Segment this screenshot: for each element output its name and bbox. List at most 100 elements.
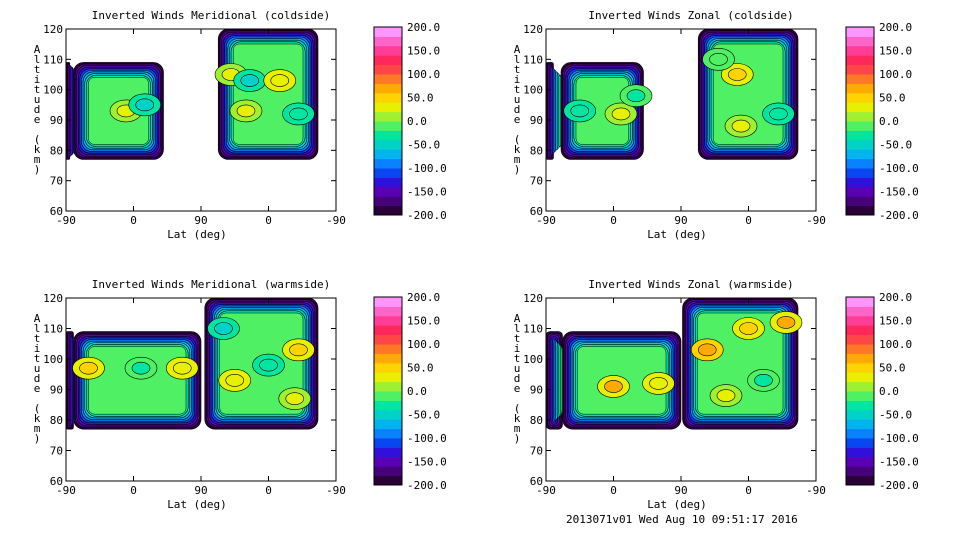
- y-axis-label-char: k: [514, 412, 521, 425]
- panel-title: Inverted Winds Meridional (warmside): [92, 278, 330, 291]
- contour-core: [270, 74, 290, 87]
- contour-core: [697, 343, 717, 357]
- y-axis-label-char: t: [34, 332, 41, 345]
- contour-field: [546, 298, 803, 430]
- colorbar-swatch: [846, 149, 874, 160]
- y-axis-label-char: t: [34, 83, 41, 96]
- x-tick-label: -90: [56, 214, 76, 227]
- contour-core: [225, 374, 245, 387]
- x-tick-label: 0: [610, 484, 617, 497]
- y-axis-label-char: u: [514, 93, 521, 106]
- y-tick-label: 60: [530, 475, 543, 488]
- colorbar-label: -50.0: [407, 139, 440, 152]
- colorbar-swatch: [374, 121, 402, 131]
- colorbar-swatch: [374, 315, 402, 326]
- y-tick-label: 80: [530, 414, 543, 427]
- colorbar-label: -100.0: [407, 162, 447, 175]
- contour-core: [172, 361, 192, 375]
- colorbar-swatch: [846, 27, 874, 37]
- contour-core: [289, 343, 308, 357]
- contour-core: [285, 392, 305, 405]
- y-axis-label-char: i: [514, 342, 521, 355]
- colorbar-swatch: [846, 362, 874, 373]
- colorbar-swatch: [846, 196, 874, 207]
- colorbar-label: -50.0: [407, 409, 440, 422]
- colorbar-swatch: [374, 130, 402, 141]
- colorbar-swatch: [374, 391, 402, 401]
- colorbar-swatch: [846, 205, 874, 216]
- contour-core: [259, 358, 278, 372]
- y-tick-label: 100: [43, 84, 63, 97]
- y-axis-label-char: t: [514, 332, 521, 345]
- y-axis-label-char: ): [514, 432, 521, 445]
- x-tick-label: 0: [265, 484, 272, 497]
- colorbar-swatch: [846, 334, 874, 345]
- contour-core: [776, 316, 796, 329]
- y-tick-label: 60: [50, 475, 63, 488]
- x-axis-label: Lat (deg): [167, 498, 227, 511]
- colorbar-swatch: [846, 121, 874, 131]
- colorbar-label: 100.0: [879, 338, 912, 351]
- y-tick-label: 80: [530, 144, 543, 157]
- colorbar-swatch: [846, 55, 874, 66]
- y-axis-label-char: u: [34, 362, 41, 375]
- x-tick-label: -90: [536, 484, 556, 497]
- colorbar-swatch: [374, 36, 402, 47]
- colorbar-swatch: [374, 475, 402, 486]
- colorbar-label: 200.0: [407, 21, 440, 34]
- colorbar-label: 150.0: [407, 45, 440, 58]
- colorbar-label: 0.0: [879, 385, 899, 398]
- y-axis-label-char: d: [514, 103, 521, 116]
- y-tick-label: 60: [530, 205, 543, 218]
- contour-core: [79, 361, 98, 375]
- x-axis-label: Lat (deg): [167, 228, 227, 241]
- colorbar-swatch: [374, 177, 402, 188]
- y-axis-label-char: ): [34, 163, 41, 176]
- y-axis-label-char: e: [34, 113, 41, 126]
- y-axis-label-char: d: [514, 372, 521, 385]
- colorbar-label: 150.0: [407, 315, 440, 328]
- panel-title: Inverted Winds Zonal (coldside): [588, 9, 793, 22]
- x-tick-label: 0: [745, 214, 752, 227]
- contour-core: [611, 107, 631, 121]
- contour-core: [289, 107, 308, 121]
- colorbar-swatch: [374, 139, 402, 150]
- contour-field: [66, 298, 319, 430]
- y-axis-label-char: (: [514, 402, 521, 415]
- x-axis-label: Lat (deg): [647, 228, 707, 241]
- y-axis-label-char: m: [514, 153, 521, 166]
- colorbar-swatch: [374, 362, 402, 373]
- y-axis-label-char: i: [34, 73, 41, 86]
- y-axis-label-char: d: [34, 103, 41, 116]
- colorbar-swatch: [374, 158, 402, 169]
- colorbar-swatch: [846, 381, 874, 392]
- y-axis-label-char: t: [34, 352, 41, 365]
- y-tick-label: 90: [50, 384, 63, 397]
- colorbar-label: -200.0: [407, 479, 447, 492]
- y-axis-label-char: l: [514, 53, 521, 66]
- colorbar-label: 150.0: [879, 315, 912, 328]
- x-tick-label: 0: [610, 214, 617, 227]
- y-axis-label-char: (: [34, 402, 41, 415]
- colorbar: 200.0 150.0 100.0 50.0 0.0 -50.0 -100.0 -150.0 -…: [845, 291, 919, 492]
- colorbar-swatch: [846, 102, 874, 113]
- y-tick-label: 70: [530, 445, 543, 458]
- y-axis-label-char: k: [514, 143, 521, 156]
- colorbar-label: -200.0: [407, 209, 447, 222]
- colorbar-label: -50.0: [879, 409, 912, 422]
- colorbar-label: 100.0: [407, 338, 440, 351]
- y-axis-label-char: (: [34, 133, 41, 146]
- colorbar-swatch: [374, 297, 402, 307]
- contour-core: [570, 104, 590, 118]
- colorbar-swatch: [846, 139, 874, 150]
- colorbar-swatch: [374, 428, 402, 439]
- y-tick-label: 120: [523, 23, 543, 36]
- colorbar: 200.0 150.0 100.0 50.0 0.0 -50.0 -100.0 -150.0 -…: [373, 291, 447, 492]
- y-tick-label: 120: [523, 292, 543, 305]
- x-axis-label: Lat (deg): [647, 498, 707, 511]
- run-footer: 2013071v01 Wed Aug 10 09:51:17 2016: [566, 513, 798, 526]
- x-tick-label: -90: [326, 214, 346, 227]
- x-tick-label: 0: [745, 484, 752, 497]
